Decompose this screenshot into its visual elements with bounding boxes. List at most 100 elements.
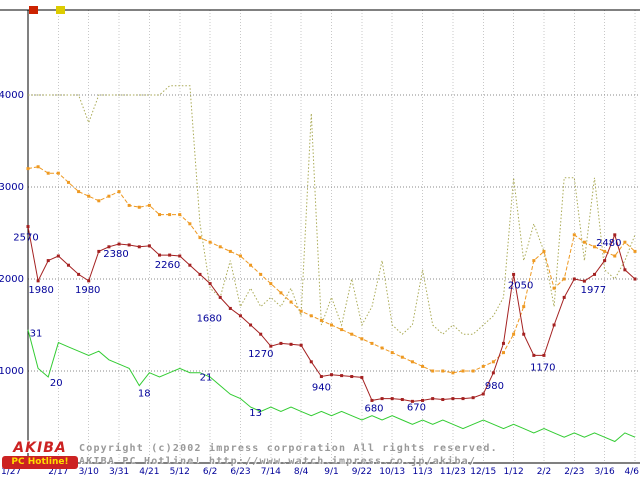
lowest-price-marker xyxy=(198,272,202,276)
lowest-price-marker xyxy=(147,244,151,248)
average-price-marker xyxy=(481,364,485,368)
lowest-price-marker xyxy=(481,392,485,396)
lowest-price-marker xyxy=(603,259,607,263)
average-price-marker xyxy=(471,369,475,373)
average-price-marker xyxy=(370,341,374,345)
average-price-marker xyxy=(238,254,242,258)
average-price-marker xyxy=(330,323,333,327)
lowest-price-marker xyxy=(269,344,273,348)
data-label: 1980 xyxy=(28,285,53,296)
lowest-price-marker xyxy=(380,397,384,401)
lowest-price-marker xyxy=(410,399,414,403)
data-label: 980 xyxy=(485,381,504,392)
average-price-marker xyxy=(309,314,313,318)
average-price-marker xyxy=(259,272,263,276)
data-label: 18 xyxy=(138,389,151,400)
average-price-marker xyxy=(582,240,586,244)
lowest-price-marker xyxy=(289,342,293,346)
average-price-marker xyxy=(390,351,394,355)
x-tick-label: 3/31 xyxy=(109,467,129,477)
lowest-price-marker xyxy=(238,314,242,318)
x-tick-label: 4/6 xyxy=(625,467,640,477)
data-label: 1680 xyxy=(197,313,222,324)
average-price-marker xyxy=(158,213,162,217)
lowest-price-marker xyxy=(279,341,283,345)
lowest-price-marker xyxy=(542,353,546,357)
average-price-marker xyxy=(532,259,536,263)
average-price-marker xyxy=(249,263,253,267)
lowest-price-marker xyxy=(491,371,495,375)
average-price-marker xyxy=(562,277,566,281)
average-price-marker xyxy=(623,240,627,244)
average-price-marker xyxy=(107,194,111,198)
average-price-marker xyxy=(127,203,131,207)
average-price-marker xyxy=(451,371,455,375)
lowest-price-marker xyxy=(350,375,354,379)
data-label: 31 xyxy=(30,329,43,340)
average-price-marker xyxy=(77,190,81,194)
data-label: 2480 xyxy=(596,238,621,249)
average-price-marker xyxy=(46,171,50,175)
lowest-price-marker xyxy=(441,398,445,402)
highest-price-line xyxy=(28,85,636,335)
lowest-price-marker xyxy=(593,272,597,276)
average-price-line xyxy=(27,166,636,374)
x-tick-label: 2/23 xyxy=(564,467,584,477)
average-price-marker xyxy=(400,355,404,359)
x-tick-label: 4/21 xyxy=(139,467,159,477)
lowest-price-marker xyxy=(633,277,637,281)
data-label: 21 xyxy=(200,373,213,384)
lowest-price-marker xyxy=(532,353,536,357)
lowest-price-marker xyxy=(97,249,101,253)
y-tick-label: 1000 xyxy=(0,366,24,377)
data-label: 1270 xyxy=(248,349,273,360)
x-tick-label: 7/14 xyxy=(261,467,281,477)
average-price-marker xyxy=(319,318,323,322)
average-price-marker xyxy=(279,291,283,295)
average-price-marker xyxy=(613,254,617,258)
x-tick-label: 6/2 xyxy=(203,467,217,477)
lowest-price-marker xyxy=(522,332,526,336)
lowest-price-marker xyxy=(259,332,263,336)
lowest-price-marker xyxy=(431,397,435,401)
corner-marker xyxy=(56,6,65,14)
lowest-price-marker xyxy=(309,360,313,364)
lowest-price-marker xyxy=(400,398,404,402)
data-label: 2380 xyxy=(103,249,128,260)
copyright-notice: Copyright (c)2002 impress corporation Al… xyxy=(79,442,498,468)
lowest-price-marker xyxy=(249,323,253,327)
lowest-price-marker xyxy=(330,373,333,377)
average-price-marker xyxy=(360,337,364,341)
shop-count-line xyxy=(27,329,636,443)
lowest-price-marker xyxy=(46,259,50,263)
average-price-marker xyxy=(87,194,91,198)
data-label: 1977 xyxy=(581,285,606,296)
average-price-marker xyxy=(441,369,445,373)
x-tick-label: 5/12 xyxy=(170,467,190,477)
average-price-marker xyxy=(421,364,425,368)
lowest-price-marker xyxy=(512,272,516,276)
lowest-price-marker xyxy=(218,295,222,299)
average-price-marker xyxy=(522,305,526,309)
lowest-price-marker xyxy=(582,279,586,283)
data-label: 2050 xyxy=(508,280,533,291)
average-price-marker xyxy=(208,240,212,244)
data-label: 20 xyxy=(50,378,63,389)
average-price-marker xyxy=(198,236,202,240)
lowest-price-marker xyxy=(158,253,162,257)
average-price-marker xyxy=(66,180,70,184)
average-price-marker xyxy=(350,332,354,336)
data-label: 2570 xyxy=(13,233,38,244)
average-price-marker xyxy=(461,369,465,373)
average-price-marker xyxy=(137,205,141,209)
lowest-price-marker xyxy=(188,263,192,267)
x-tick-label: 8/4 xyxy=(294,467,309,477)
x-tick-label: 11/23 xyxy=(440,467,466,477)
x-tick-label: 9/1 xyxy=(324,467,338,477)
x-tick-label: 6/23 xyxy=(230,467,250,477)
lowest-price-marker xyxy=(471,396,475,400)
data-label: 940 xyxy=(312,383,331,394)
x-tick-label: 3/16 xyxy=(595,467,615,477)
average-price-marker xyxy=(188,222,192,226)
lowest-price-marker xyxy=(572,277,576,281)
